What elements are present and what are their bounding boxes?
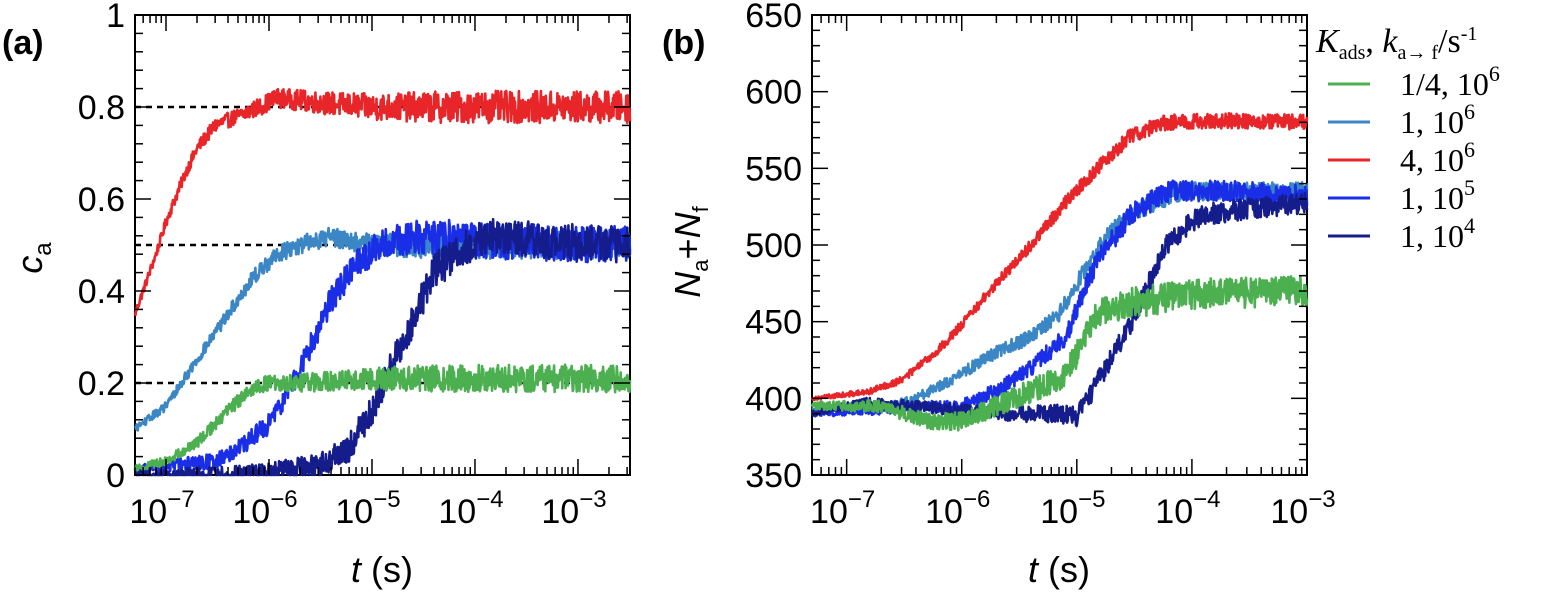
- panel-a-x-axis-title: t (s): [351, 549, 413, 590]
- panel-a-y-axis-title: ca: [9, 242, 57, 274]
- x-tick-label: 10−4: [438, 486, 503, 531]
- panel-b-x-axis-unit: (s): [1038, 549, 1090, 590]
- legend-title-k-ads: K: [1315, 23, 1341, 60]
- panel-a-label: (a): [2, 24, 44, 62]
- panel-a-x-axis-unit: (s): [361, 549, 413, 590]
- y-tick-label: 600: [745, 74, 802, 112]
- panel-b-series: [810, 112, 1309, 432]
- panel-b-y-axis-n2: N: [667, 211, 708, 238]
- series-line: [810, 191, 1309, 428]
- legend-entry-label: 1/4, 106: [1400, 61, 1500, 102]
- x-tick-label: 10−3: [541, 486, 606, 531]
- legend-title-unit: /s: [1438, 23, 1461, 60]
- panel-a-y-axis-var: c: [9, 256, 50, 274]
- panel-a-series: [133, 87, 632, 477]
- legend-entry-label: 1, 104: [1400, 213, 1475, 254]
- x-tick-label: 10−5: [1040, 486, 1105, 531]
- legend-title-sep: ,: [1365, 23, 1382, 60]
- panel-a: (a) 00.20.40.60.81 10−7 10−6 10−5 10−4 10−3 …: [2, 0, 632, 590]
- panel-b-y-axis-n1-sub: a: [688, 259, 713, 272]
- y-tick-label: 500: [745, 227, 802, 265]
- panel-b-label: (b): [662, 24, 705, 62]
- panel-a-ticks: [134, 14, 630, 476]
- panel-a-y-axis-sub: a: [30, 242, 57, 256]
- y-tick-label: 650: [745, 0, 802, 35]
- x-tick-label: 10−6: [232, 486, 297, 531]
- series-line: [810, 275, 1309, 432]
- legend-title-k-af: k: [1382, 23, 1398, 60]
- x-tick-label: 10−6: [925, 486, 990, 531]
- panel-b-y-tick-labels: 350 400 450 500 550 600 650: [745, 0, 802, 495]
- y-tick-label: 400: [745, 380, 802, 418]
- series-line: [133, 363, 632, 472]
- panel-a-x-axis-var: t: [351, 549, 363, 590]
- legend-entry-label: 4, 106: [1400, 137, 1475, 178]
- series-line: [810, 112, 1309, 402]
- panel-b-y-axis-n2-sub: f: [688, 205, 713, 212]
- x-tick-label: 10−7: [129, 486, 194, 531]
- x-tick-label: 10−3: [1270, 486, 1335, 531]
- legend-title: Kads, ka→ f/s-1: [1315, 23, 1477, 64]
- y-tick-label: 450: [745, 304, 802, 342]
- legend-entry-label: 1, 105: [1400, 175, 1475, 216]
- panel-b-ticks: [811, 14, 1308, 476]
- y-tick-label: 0.8: [78, 89, 125, 127]
- panel-b-x-tick-labels: 10−7 10−6 10−5 10−4 10−3: [810, 486, 1336, 531]
- y-tick-label: 350: [745, 457, 802, 495]
- y-tick-label: 0.2: [78, 365, 125, 403]
- series-line: [133, 87, 632, 317]
- y-tick-label: 1: [106, 0, 125, 35]
- x-tick-label: 10−7: [810, 486, 875, 531]
- y-tick-label: 0.4: [78, 273, 125, 311]
- panel-b-y-axis-title: Na+Nf: [667, 205, 713, 297]
- panel-a-y-tick-labels: 0 0.2 0.4 0.6 0.8 1: [78, 0, 125, 495]
- panel-b-y-axis-n1: N: [667, 271, 708, 298]
- legend-entry-label: 1, 106: [1400, 99, 1475, 140]
- y-tick-label: 550: [745, 150, 802, 188]
- legend-title-k-af-sub: a→ f: [1397, 42, 1438, 64]
- panel-b-x-axis-var: t: [1028, 549, 1040, 590]
- panel-a-x-tick-labels: 10−7 10−6 10−5 10−4 10−3: [129, 486, 606, 531]
- y-tick-label: 0: [106, 457, 125, 495]
- legend-title-unit-exp: -1: [1461, 23, 1478, 45]
- legend-title-k-ads-sub: ads: [1339, 42, 1366, 64]
- x-tick-label: 10−4: [1155, 486, 1220, 531]
- panel-b-x-axis-title: t (s): [1028, 549, 1090, 590]
- y-tick-label: 0.6: [78, 181, 125, 219]
- x-tick-label: 10−5: [335, 486, 400, 531]
- panel-b-y-axis-plus: +: [667, 238, 708, 259]
